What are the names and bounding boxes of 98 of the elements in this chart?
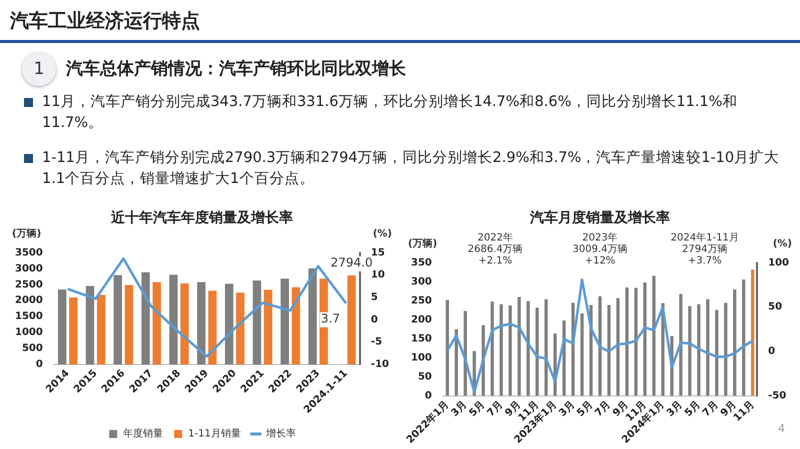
- bar: [580, 313, 584, 396]
- x-tick-label: 5月: [575, 399, 595, 419]
- bar: [180, 283, 189, 364]
- annotation: 2023年 3009.4万辆 +12%: [572, 231, 628, 266]
- text: 4: [778, 422, 785, 435]
- bar: [751, 270, 754, 396]
- y-tick-label: 0: [36, 359, 43, 370]
- x-tick-label: 3月: [557, 399, 578, 419]
- y-tick-label: 500: [22, 343, 43, 354]
- text: 1-11月，汽车产销分别完成2790.3万辆和2794万辆，同比分别增长2.9%和3.7%，汽车产量增速较1-10月扩大1.1个百分点，销量增速扩大1个百分点。: [42, 148, 780, 189]
- bar: [724, 302, 728, 396]
- bar: [616, 298, 620, 396]
- y2-tick-label: 10: [370, 270, 385, 281]
- y-tick-label: 0: [424, 390, 432, 402]
- bar: [706, 299, 710, 396]
- y-tick-label: 2000: [14, 295, 43, 306]
- x-tick-label: 3月: [664, 399, 685, 419]
- y-tick-label: 50: [418, 371, 432, 382]
- bar: [643, 282, 647, 396]
- y-tick-label: 1000: [14, 327, 43, 338]
- bar: [518, 296, 521, 396]
- legend-label: 1-11月销量: [188, 428, 241, 440]
- annotation: 2024年1-11月 2794万辆 +3.7%: [670, 231, 739, 266]
- y2-tick-label: -10: [370, 359, 390, 370]
- bar: [252, 280, 262, 364]
- text: 汽车工业经济运行特点: [10, 9, 200, 34]
- bar: [69, 297, 78, 364]
- y2-tick-label: -5: [370, 336, 382, 348]
- x-tick-label: 7月: [593, 399, 613, 419]
- y2-tick-label: 0: [370, 314, 378, 326]
- y2-tick-label: 50: [768, 302, 782, 313]
- bar: [500, 304, 503, 396]
- bar: [152, 282, 161, 364]
- y2-tick-label: 100: [768, 257, 790, 268]
- y-tick-label: 100: [411, 352, 432, 364]
- bar: [292, 287, 300, 364]
- bar: [454, 329, 458, 396]
- y2-tick-label: 15: [370, 247, 385, 258]
- bar: [114, 275, 122, 364]
- y2-tick-label: 5: [370, 292, 378, 304]
- y-tick-label: 250: [411, 295, 432, 306]
- bar: [490, 302, 494, 396]
- x-tick-label: 5月: [467, 399, 488, 419]
- bar: [224, 284, 234, 364]
- bar: [688, 306, 692, 396]
- y2-tick-label: 0: [768, 346, 776, 358]
- y-axis-title: (万辆): [408, 237, 438, 250]
- data-label: 3.7: [320, 311, 340, 326]
- bar: [536, 308, 539, 396]
- number-badge: 1: [22, 52, 56, 86]
- bar: [347, 275, 356, 364]
- bar: [197, 282, 206, 364]
- bar: [625, 287, 629, 396]
- y-tick-label: 150: [411, 333, 432, 344]
- bar: [697, 304, 700, 396]
- y-tick-label: 3500: [14, 247, 43, 258]
- y-tick-label: 3000: [14, 263, 43, 274]
- bar: [169, 274, 178, 364]
- bar: [58, 289, 66, 364]
- bar: [124, 285, 134, 364]
- bar: [446, 300, 449, 396]
- bar: [264, 290, 272, 364]
- bar: [715, 310, 718, 396]
- bar: [526, 301, 530, 396]
- y2-axis-title: (%): [372, 228, 392, 240]
- bar: [308, 268, 317, 364]
- bar: [96, 294, 106, 364]
- y-tick-label: 2500: [14, 279, 43, 290]
- x-tick-label: 3月: [450, 399, 470, 419]
- legend-label: 年度销量: [123, 428, 164, 440]
- bar: [607, 304, 611, 396]
- y2-tick-label: -50: [768, 390, 786, 402]
- y-tick-label: 300: [411, 276, 432, 288]
- text: 汽车总体产销情况：汽车产销环比同比双增长: [66, 58, 406, 80]
- text: 11月，汽车产销分别完成343.7万辆和331.6万辆，环比分别增长14.7%和8.6%，同比分别增长11.1%和11.7%。: [42, 92, 738, 133]
- bar: [508, 305, 512, 396]
- x-tick-label: 7月: [485, 399, 506, 419]
- y-axis-title: (万辆): [12, 227, 42, 240]
- bar: [464, 311, 467, 396]
- bar: [733, 289, 736, 396]
- legend-label: 增长率: [264, 428, 296, 440]
- bar: [86, 286, 94, 364]
- bar: [141, 272, 150, 364]
- y-tick-label: 350: [411, 257, 432, 268]
- data-label: 2794.0: [330, 255, 373, 270]
- annotation: 2022年 2686.4万辆 +2.1%: [468, 231, 523, 266]
- y2-axis-title: (%): [772, 238, 792, 250]
- bar: [679, 294, 682, 396]
- chart-title: 汽车月度销量及增长率: [529, 209, 670, 226]
- x-tick-label: 5月: [682, 399, 703, 419]
- y-tick-label: 1500: [14, 311, 43, 322]
- y-tick-label: 200: [411, 314, 432, 326]
- x-tick-label: 7月: [700, 399, 721, 419]
- bar: [208, 290, 217, 364]
- chart-title: 近十年汽车年度销量及增长率: [110, 209, 293, 226]
- bar: [280, 278, 289, 364]
- bar: [742, 280, 746, 396]
- bar: [236, 292, 244, 364]
